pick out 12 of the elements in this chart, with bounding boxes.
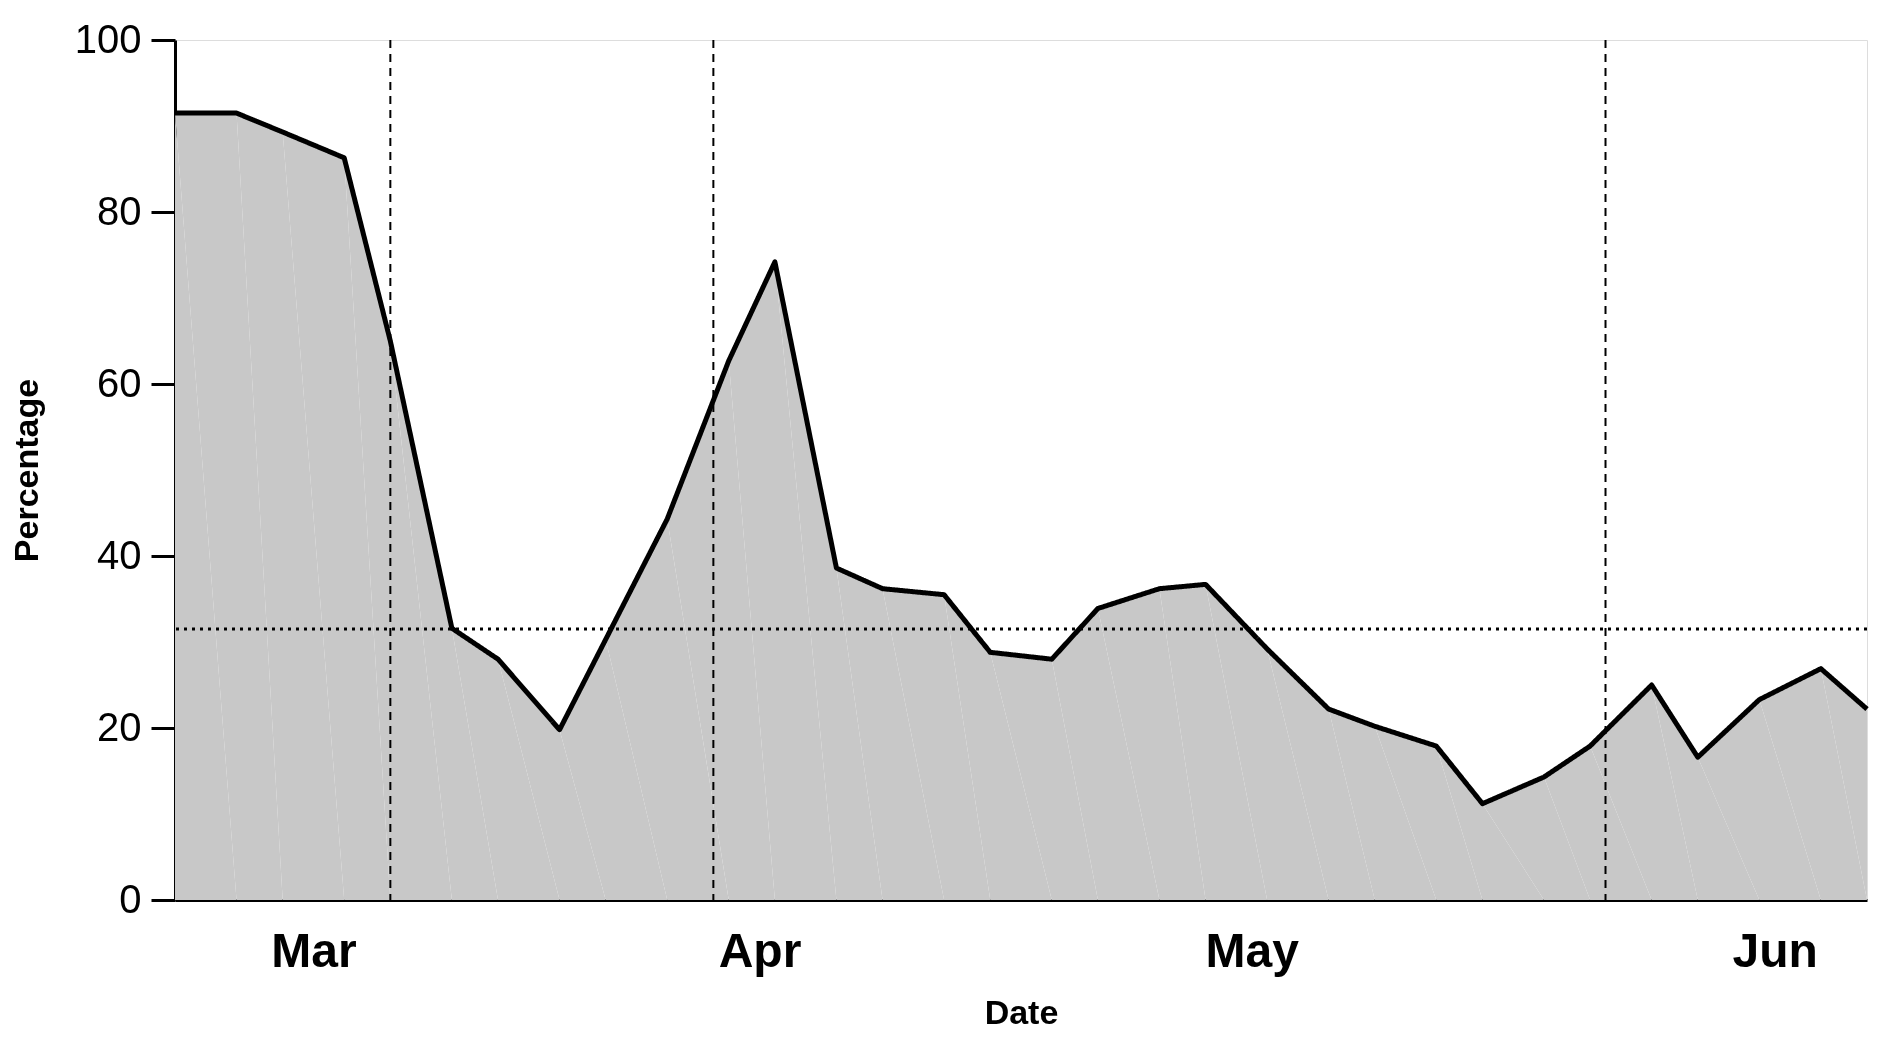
y-axis-title: Percentage xyxy=(6,378,45,563)
y-tick-label: 100 xyxy=(74,16,142,61)
x-tick-label: Apr xyxy=(718,923,802,977)
y-tick-label: 20 xyxy=(97,704,142,749)
y-tick-label: 40 xyxy=(97,532,142,577)
x-tick-label: Mar xyxy=(271,923,357,977)
y-tick-label: 80 xyxy=(97,188,142,233)
x-tick-label: May xyxy=(1205,923,1300,977)
y-tick-label: 60 xyxy=(97,360,142,405)
x-tick-label: Jun xyxy=(1732,923,1818,977)
x-axis-title: Date xyxy=(984,992,1059,1031)
y-tick-label: 0 xyxy=(119,876,142,921)
